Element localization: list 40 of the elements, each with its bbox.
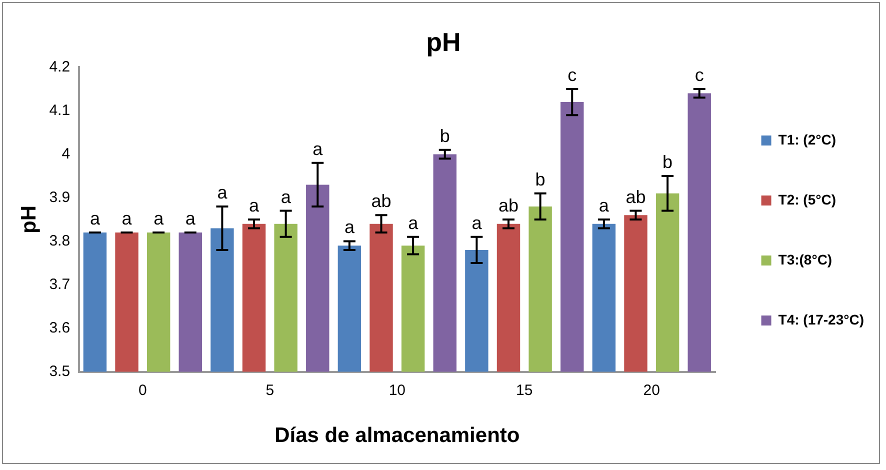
data-label: a [408, 212, 420, 233]
data-label: a [185, 208, 196, 229]
data-label: a [312, 138, 324, 159]
legend-label: T1: (2°C) [778, 131, 836, 148]
x-tick-label: 0 [138, 382, 147, 399]
data-label: b [662, 152, 673, 172]
data-label: a [280, 186, 292, 207]
data-label: b [440, 126, 450, 146]
y-tick-label: 3.7 [49, 276, 70, 293]
data-label: a [472, 212, 483, 233]
y-tick-label: 3.9 [49, 188, 70, 206]
data-label: b [535, 169, 546, 190]
legend-label: T2: (5°C) [778, 191, 836, 208]
chart-title: pH [426, 26, 461, 57]
y-tick-label: 4 [62, 145, 70, 162]
data-label: ab [371, 191, 392, 212]
data-label: c [694, 64, 704, 85]
data-label: ab [498, 195, 519, 216]
x-axis-title: Días de almacenamiento [274, 424, 520, 448]
data-label: a [598, 195, 610, 216]
y-tick-label: 4.2 [49, 58, 70, 76]
legend-label: T4: (17-23°C) [778, 311, 864, 328]
y-axis-title: pH [17, 206, 40, 234]
x-tick-label: 15 [516, 382, 533, 399]
y-tick-label: 4.1 [49, 102, 70, 119]
y-tick-label: 3.8 [49, 232, 70, 250]
x-tick-label: 10 [388, 382, 406, 399]
x-tick-label: 5 [266, 382, 274, 399]
y-tick-label: 3.5 [49, 362, 70, 380]
data-label: a [154, 208, 165, 229]
data-label: a [122, 208, 133, 229]
data-label: a [217, 182, 228, 202]
data-label: ab [626, 186, 646, 207]
legend-label: T3:(8°C) [778, 251, 832, 268]
y-tick-label: 3.6 [49, 319, 70, 336]
data-label: a [90, 208, 101, 229]
data-label: a [249, 195, 260, 216]
x-tick-label: 20 [643, 382, 660, 399]
data-label: a [344, 217, 356, 238]
data-label: c [568, 64, 577, 85]
